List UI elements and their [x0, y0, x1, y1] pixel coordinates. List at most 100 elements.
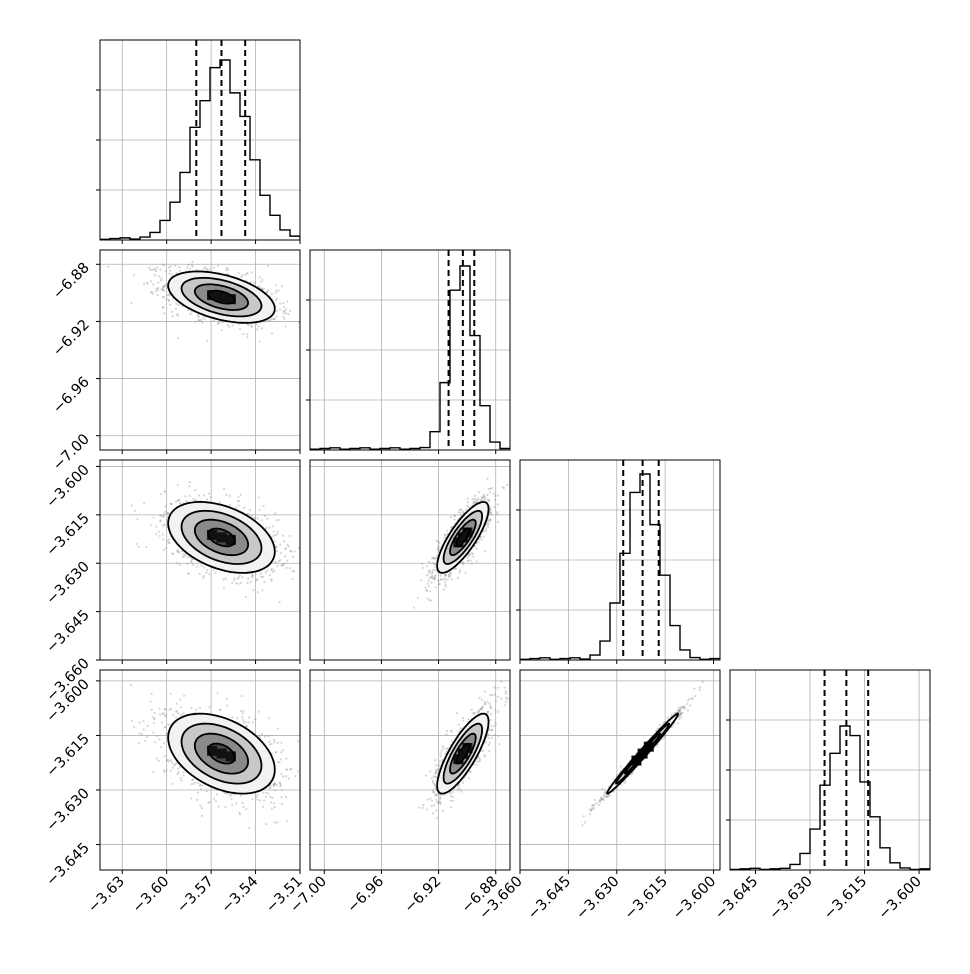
scatter-point: [265, 571, 267, 573]
scatter-point: [305, 556, 307, 558]
scatter-point: [213, 569, 215, 571]
scatter-point: [466, 505, 468, 507]
scatter-point: [186, 563, 188, 565]
panel-2-1: [310, 460, 510, 664]
scatter-point: [162, 533, 164, 535]
scatter-point: [166, 512, 168, 514]
scatter-point: [287, 313, 289, 315]
scatter-point: [438, 547, 440, 549]
scatter-point: [252, 798, 254, 800]
scatter-point: [232, 324, 234, 326]
scatter-point: [200, 565, 202, 567]
scatter-point: [194, 489, 196, 491]
scatter-point: [322, 526, 324, 528]
scatter-point: [426, 574, 428, 576]
scatter-point: [273, 802, 275, 804]
scatter-point: [294, 550, 296, 552]
scatter-point: [286, 560, 288, 562]
scatter-point: [178, 266, 180, 268]
scatter-point: [439, 583, 441, 585]
scatter-point: [165, 298, 167, 300]
scatter-point: [218, 806, 220, 808]
scatter-point: [219, 501, 221, 503]
scatter-point: [246, 336, 248, 338]
scatter-point: [260, 576, 262, 578]
scatter-point: [472, 502, 474, 504]
scatter-point: [238, 500, 240, 502]
scatter-point: [177, 337, 179, 339]
scatter-point: [150, 700, 152, 702]
scatter-point: [426, 590, 428, 592]
scatter-point: [199, 573, 201, 575]
scatter-point: [131, 504, 133, 506]
scatter-point: [177, 484, 179, 486]
scatter-point: [235, 507, 237, 509]
scatter-point: [179, 698, 181, 700]
scatter-point: [493, 506, 495, 508]
scatter-point: [156, 294, 158, 296]
scatter-point: [465, 509, 467, 511]
scatter-point: [285, 312, 287, 314]
scatter-point: [427, 597, 429, 599]
y-tick-label: −3.600: [44, 462, 93, 511]
scatter-point: [274, 821, 276, 823]
scatter-point: [271, 332, 273, 334]
panel-content: [130, 684, 306, 829]
scatter-point: [247, 582, 249, 584]
scatter-point: [457, 577, 459, 579]
scatter-point: [198, 494, 200, 496]
scatter-point: [240, 494, 242, 496]
scatter-point: [177, 768, 179, 770]
scatter-point: [245, 596, 247, 598]
scatter-point: [159, 269, 161, 271]
scatter-point: [286, 300, 288, 302]
scatter-point: [279, 785, 281, 787]
scatter-point: [481, 539, 483, 541]
scatter-point: [483, 496, 485, 498]
scatter-point: [191, 783, 193, 785]
scatter-point: [289, 535, 291, 537]
scatter-point: [256, 328, 258, 330]
scatter-point: [228, 326, 230, 328]
scatter-point: [171, 273, 173, 275]
scatter-point: [437, 549, 439, 551]
scatter-point: [430, 582, 432, 584]
scatter-point: [413, 607, 415, 609]
scatter-point: [261, 279, 263, 281]
scatter-point: [223, 488, 225, 490]
scatter-point: [459, 569, 461, 571]
scatter-point: [223, 587, 225, 589]
scatter-point: [258, 711, 260, 713]
scatter-point: [256, 323, 258, 325]
scatter-point: [154, 268, 156, 270]
scatter-point: [279, 302, 281, 304]
scatter-point: [265, 792, 267, 794]
scatter-point: [438, 545, 440, 547]
scatter-point: [162, 538, 164, 540]
scatter-point: [196, 799, 198, 801]
scatter-point: [159, 535, 161, 537]
scatter-point: [268, 741, 270, 743]
scatter-point: [447, 579, 449, 581]
scatter-point: [481, 496, 483, 498]
scatter-point: [184, 553, 186, 555]
scatter-point: [163, 742, 165, 744]
scatter-point: [200, 788, 202, 790]
density-peak: [217, 292, 227, 302]
scatter-point: [302, 316, 304, 318]
scatter-point: [257, 794, 259, 796]
scatter-point: [284, 547, 286, 549]
scatter-point: [241, 695, 243, 697]
scatter-point: [169, 304, 171, 306]
scatter-point: [213, 319, 215, 321]
scatter-point: [484, 550, 486, 552]
scatter-point: [506, 484, 508, 486]
panel-2-0: [96, 460, 324, 664]
scatter-point: [163, 312, 165, 314]
scatter-point: [198, 316, 200, 318]
scatter-point: [191, 558, 193, 560]
scatter-point: [436, 555, 438, 557]
scatter-point: [275, 292, 277, 294]
scatter-point: [257, 591, 259, 593]
scatter-point: [240, 710, 242, 712]
